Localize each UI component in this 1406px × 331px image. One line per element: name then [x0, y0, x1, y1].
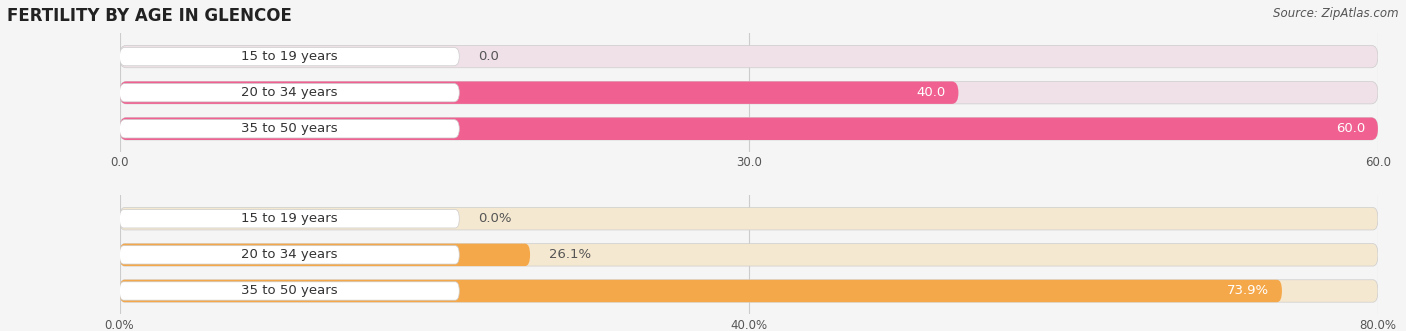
FancyBboxPatch shape [120, 119, 460, 138]
FancyBboxPatch shape [120, 45, 1378, 68]
Text: 15 to 19 years: 15 to 19 years [240, 212, 337, 225]
Text: 26.1%: 26.1% [548, 248, 591, 261]
FancyBboxPatch shape [120, 280, 1282, 302]
Text: 35 to 50 years: 35 to 50 years [240, 122, 337, 135]
FancyBboxPatch shape [120, 81, 959, 104]
FancyBboxPatch shape [120, 81, 1378, 104]
Text: 60.0: 60.0 [1336, 122, 1365, 135]
Text: 73.9%: 73.9% [1227, 284, 1270, 298]
Text: Source: ZipAtlas.com: Source: ZipAtlas.com [1274, 7, 1399, 20]
FancyBboxPatch shape [120, 246, 460, 264]
Text: 15 to 19 years: 15 to 19 years [240, 50, 337, 63]
Text: 40.0: 40.0 [917, 86, 946, 99]
FancyBboxPatch shape [120, 118, 1378, 140]
FancyBboxPatch shape [120, 83, 460, 102]
FancyBboxPatch shape [120, 280, 1378, 302]
FancyBboxPatch shape [120, 118, 1378, 140]
FancyBboxPatch shape [120, 244, 530, 266]
Text: 35 to 50 years: 35 to 50 years [240, 284, 337, 298]
Text: FERTILITY BY AGE IN GLENCOE: FERTILITY BY AGE IN GLENCOE [7, 7, 292, 24]
Text: 0.0%: 0.0% [478, 212, 512, 225]
Text: 20 to 34 years: 20 to 34 years [242, 86, 337, 99]
Text: 0.0: 0.0 [478, 50, 499, 63]
FancyBboxPatch shape [120, 244, 1378, 266]
FancyBboxPatch shape [120, 210, 460, 228]
FancyBboxPatch shape [120, 208, 1378, 230]
Text: 20 to 34 years: 20 to 34 years [242, 248, 337, 261]
FancyBboxPatch shape [120, 282, 460, 300]
FancyBboxPatch shape [120, 47, 460, 66]
